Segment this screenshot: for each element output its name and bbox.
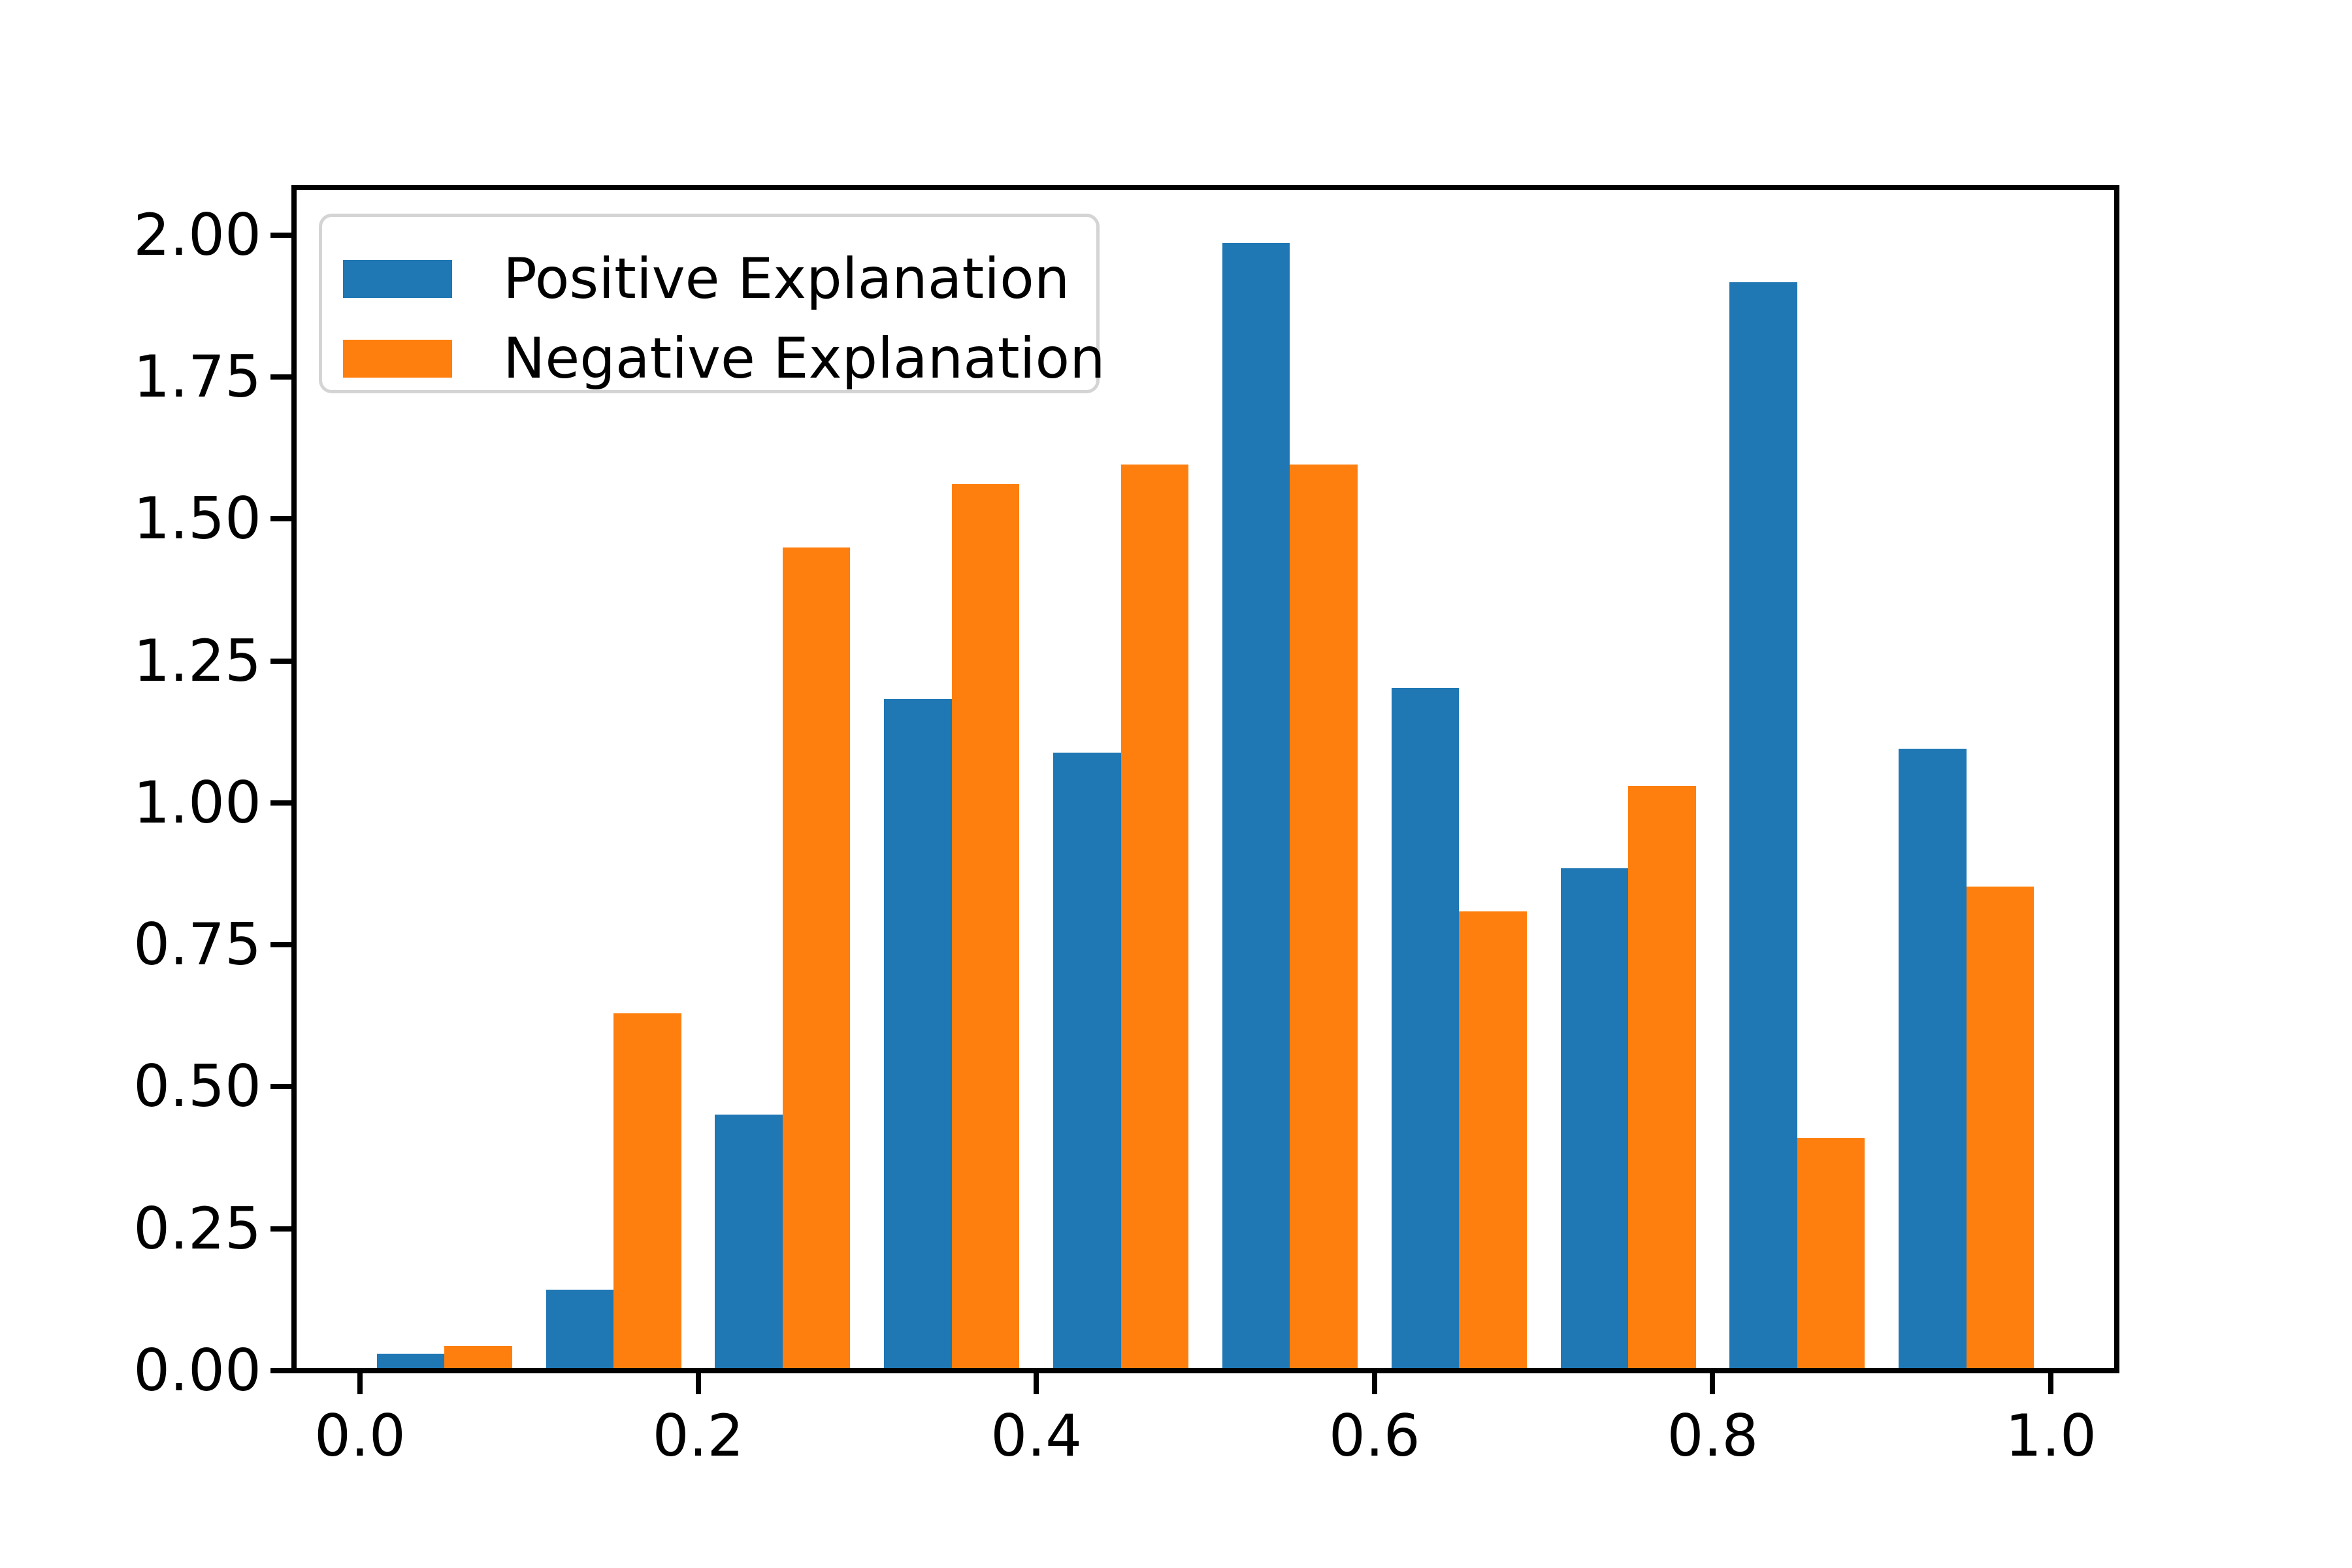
y-tick-1.50	[270, 516, 291, 522]
x-tick-0.4	[1034, 1373, 1039, 1394]
bar-positive-bin9	[1899, 749, 1967, 1371]
y-tick-1.25	[270, 658, 291, 664]
x-tick-label-1.0: 1.0	[2005, 1402, 2097, 1469]
bar-positive-bin6	[1391, 688, 1460, 1371]
x-tick-0.8	[1710, 1373, 1716, 1394]
legend: Positive Explanation Negative Explanatio…	[319, 214, 1105, 393]
x-tick-0.0	[357, 1373, 363, 1394]
bar-negative-bin0	[444, 1345, 512, 1371]
y-tick-0.00	[270, 1368, 291, 1373]
x-tick-label-0.6: 0.6	[1328, 1402, 1420, 1469]
bar-positive-bin3	[884, 698, 952, 1371]
bar-negative-bin1	[613, 1013, 681, 1371]
y-tick-label-1.25: 1.25	[133, 627, 261, 694]
y-tick-label-0.75: 0.75	[133, 911, 261, 979]
x-tick-0.6	[1371, 1373, 1377, 1394]
y-tick-label-0.50: 0.50	[133, 1053, 261, 1120]
y-tick-0.75	[270, 942, 291, 948]
legend-entry-positive: Positive Explanation	[343, 239, 1096, 319]
legend-label-negative: Negative Explanation	[503, 326, 1105, 391]
legend-swatch-positive-icon	[343, 260, 452, 298]
bar-positive-bin8	[1729, 282, 1797, 1371]
legend-swatch-negative-icon	[343, 340, 452, 378]
x-tick-label-0.2: 0.2	[652, 1402, 744, 1469]
bar-positive-bin2	[715, 1115, 783, 1371]
legend-entry-negative: Negative Explanation	[343, 319, 1105, 399]
bar-positive-bin4	[1053, 752, 1121, 1371]
bar-negative-bin7	[1628, 785, 1696, 1371]
bar-negative-bin2	[782, 547, 851, 1371]
y-tick-2.00	[270, 232, 291, 238]
y-tick-0.25	[270, 1226, 291, 1232]
x-tick-label-0.4: 0.4	[990, 1402, 1083, 1469]
y-tick-label-0.00: 0.00	[133, 1337, 261, 1404]
y-tick-label-1.00: 1.00	[133, 768, 261, 836]
y-tick-1.00	[270, 800, 291, 806]
y-tick-label-0.25: 0.25	[133, 1194, 261, 1262]
y-tick-label-2.00: 2.00	[133, 201, 261, 269]
bar-positive-bin7	[1560, 868, 1629, 1371]
bar-negative-bin5	[1290, 465, 1358, 1371]
bar-negative-bin4	[1120, 465, 1189, 1371]
y-tick-1.75	[270, 374, 291, 380]
bar-negative-bin3	[951, 483, 1020, 1371]
y-tick-label-1.75: 1.75	[133, 343, 261, 411]
legend-label-positive: Positive Explanation	[503, 246, 1070, 312]
bar-positive-bin0	[376, 1353, 445, 1371]
bar-negative-bin9	[1966, 886, 2034, 1371]
bar-negative-bin8	[1797, 1137, 1865, 1371]
bar-positive-bin5	[1222, 243, 1290, 1371]
y-tick-0.50	[270, 1084, 291, 1090]
x-tick-label-0.8: 0.8	[1667, 1402, 1759, 1469]
x-tick-1.0	[2048, 1373, 2054, 1394]
x-tick-0.2	[695, 1373, 701, 1394]
bar-positive-bin1	[546, 1289, 614, 1371]
bar-negative-bin6	[1459, 911, 1527, 1371]
x-tick-label-0.0: 0.0	[314, 1402, 406, 1469]
y-tick-label-1.50: 1.50	[133, 485, 261, 553]
